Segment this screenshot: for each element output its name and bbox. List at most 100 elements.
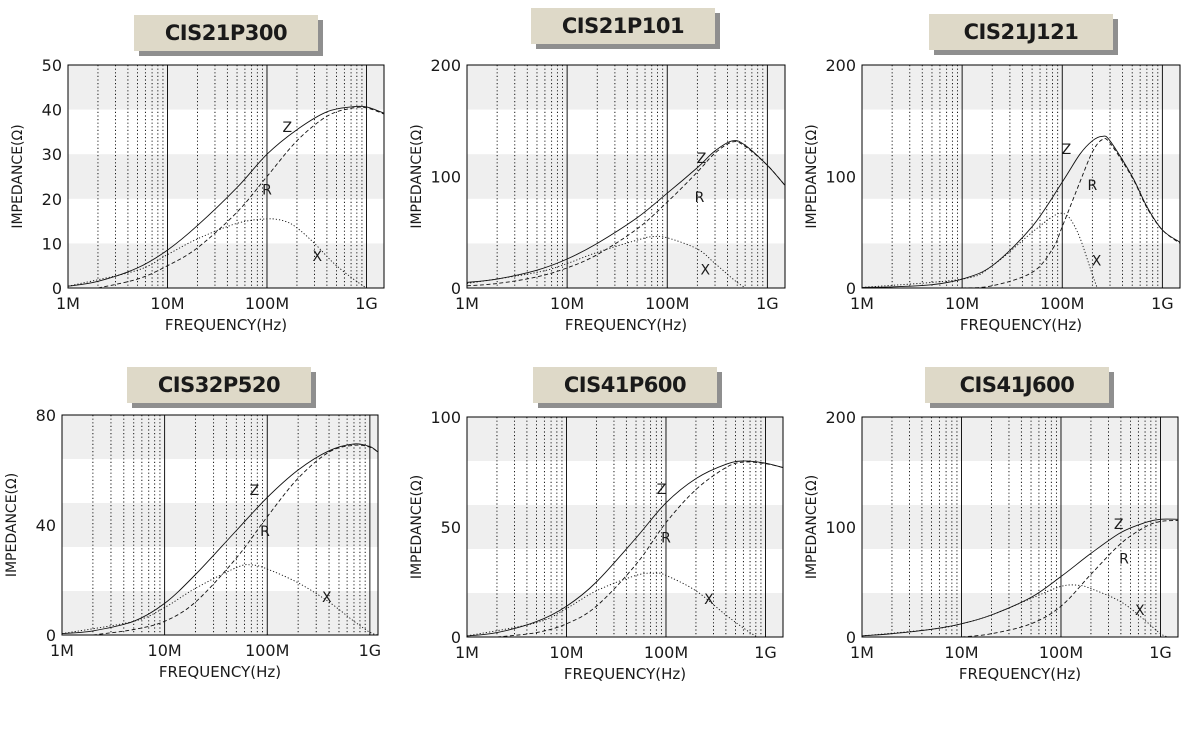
y-tick-label: 100 [825,168,856,187]
x-tick-label: 10M [944,643,978,662]
series-x-line [68,218,368,288]
grid-band [862,593,1178,637]
x-tick-label: 10M [945,294,979,313]
y-tick-label: 0 [846,279,856,298]
y-axis-label: IMPEDANCE(Ω) [409,124,425,228]
x-axis-label: FREQUENCY(Hz) [159,663,281,681]
x-tick-label: 10M [148,641,182,660]
chart-title: CIS41J600 [925,367,1109,403]
x-tick-label: 100M [245,294,289,313]
grid-band [68,65,384,110]
series-r-line [97,106,384,288]
x-tick-label: 100M [245,641,289,660]
x-tick-label: 10M [550,294,584,313]
y-tick-label: 40 [42,101,62,120]
x-tick-label: 1M [56,294,80,313]
x-tick-label: 1G [355,294,378,313]
curve-label-r: R [695,190,705,206]
y-tick-label: 100 [430,408,461,427]
impedance-chart: Z R X 0 40 80 1M 10M 100M 1G FREQUENCY(Hz) IMPEDANC… [4,406,382,681]
x-tick-label: 1M [455,294,479,313]
curve-label-z: Z [1114,517,1124,533]
series-x-line [62,564,378,635]
y-tick-label: 40 [36,516,56,535]
x-tick-label: 10M [150,294,184,313]
chart-title: CIS41P600 [533,367,717,403]
impedance-chart: Z R X 0 100 200 1M 10M 100M 1G FREQUENCY(Hz) IMPEDA… [409,56,786,334]
chart-title: CIS21P101 [531,8,715,44]
series-r-line [496,461,783,637]
x-tick-label: 1M [50,641,74,660]
series-x-line [467,572,759,637]
x-tick-label: 1G [756,294,779,313]
plot-frame [61,414,379,636]
plot-frame [466,64,786,289]
x-axis-label: FREQUENCY(Hz) [565,316,687,334]
x-tick-label: 10M [549,643,583,662]
curve-label-r: R [1088,178,1098,194]
grid-band [68,154,384,199]
curve-label-z: Z [1062,142,1072,158]
series-z-line [467,460,783,637]
x-tick-label: 1G [754,643,777,662]
curve-label-z: Z [697,151,707,167]
impedance-chart: Z R X 0 100 200 1M 10M 100M 1G FREQUENCY(Hz) IMPEDA… [804,56,1181,334]
y-tick-label: 0 [52,279,62,298]
y-tick-label: 100 [825,518,856,537]
x-tick-label: 100M [644,643,688,662]
y-axis-label: IMPEDANCE(Ω) [804,124,820,228]
y-tick-label: 20 [42,190,62,209]
impedance-charts: CIS21P300 Z R X 0 10 20 30 40 50 1M 10M 100M 1G FREQUE… [4,8,1181,683]
y-axis-label: IMPEDANCE(Ω) [4,473,20,577]
y-tick-label: 80 [36,406,56,425]
grid-band [62,591,378,635]
grid-band [62,503,378,547]
grid-band [467,417,783,461]
y-tick-label: 200 [825,56,856,75]
grid-band [467,505,783,549]
plot-frame [466,416,784,638]
y-axis-label: IMPEDANCE(Ω) [409,475,425,579]
curve-label-r: R [262,182,272,198]
grid-band [467,593,783,637]
curve-label-x: X [1092,254,1102,270]
plot-frame [861,416,1179,638]
x-axis-label: FREQUENCY(Hz) [165,316,287,334]
y-tick-label: 10 [42,234,62,253]
y-tick-label: 50 [441,518,461,537]
grid-band [862,417,1178,461]
curve-label-r: R [1119,551,1129,567]
series-z-line [862,518,1178,637]
x-tick-label: 1G [1149,643,1172,662]
curve-label-r: R [661,530,671,546]
series-r-line [961,519,1178,637]
y-axis-label: IMPEDANCE(Ω) [804,475,820,579]
series-z-line [62,443,378,635]
series-r-line [962,137,1180,288]
y-tick-label: 0 [451,279,461,298]
y-tick-label: 50 [42,56,62,75]
y-tick-label: 0 [46,626,56,645]
curve-label-x: X [322,590,332,606]
y-tick-label: 200 [825,408,856,427]
x-axis-label: FREQUENCY(Hz) [564,665,686,683]
chart-title: CIS21P300 [134,15,318,51]
x-tick-label: 100M [645,294,689,313]
curve-label-x: X [1135,603,1145,619]
grid-band [862,154,1180,199]
x-tick-label: 1G [359,641,382,660]
x-tick-label: 1M [850,294,874,313]
x-tick-label: 1G [1151,294,1174,313]
series-z-line [68,105,384,287]
series-r-line [467,141,785,287]
grid-band [862,65,1180,110]
y-tick-label: 0 [451,628,461,647]
y-tick-label: 0 [846,628,856,647]
grid-band [862,243,1180,288]
grid-band [62,415,378,459]
curve-label-z: Z [250,483,260,499]
curve-label-r: R [260,524,270,540]
y-tick-label: 30 [42,145,62,164]
grid-band [68,243,384,288]
series-z-line [467,140,785,283]
